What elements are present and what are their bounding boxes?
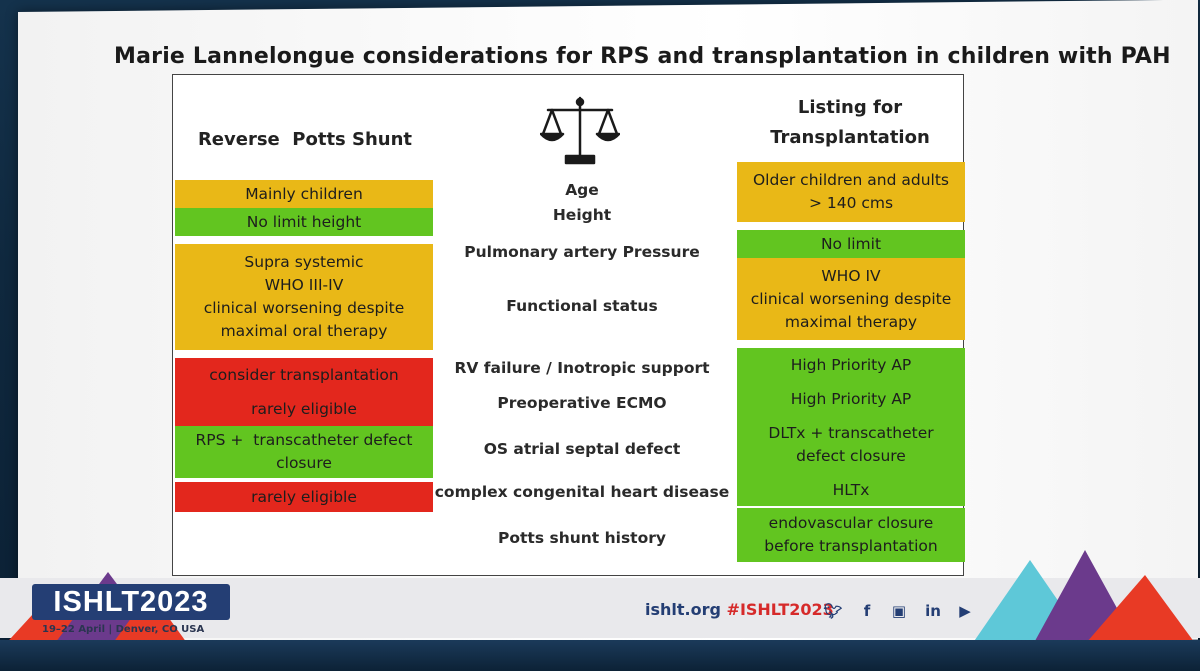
left-cell-text: RPS + transcatheter defect: [195, 431, 413, 449]
right-cell-who-iv: WHO IV clinical worsening despite maxima…: [737, 258, 965, 340]
left-cell-rarely-eligible-ecmo: rarely eligible: [175, 392, 433, 426]
left-cell-text: Mainly children: [245, 184, 363, 203]
youtube-icon[interactable]: ▶: [959, 602, 971, 620]
right-cell-text: > 140 cms: [808, 194, 894, 212]
footer-links: ishlt.org #ISHLT2023: [645, 600, 834, 619]
facebook-icon[interactable]: f: [863, 602, 871, 620]
linkedin-icon[interactable]: in: [925, 602, 941, 620]
balance-scale-icon: [540, 96, 620, 165]
criterion-pulmonary-artery-pressure: Pulmonary artery Pressure: [464, 243, 700, 261]
left-cell-text: maximal oral therapy: [220, 322, 388, 340]
right-cell-no-limit: No limit: [737, 230, 965, 258]
left-cell-text: clinical worsening despite: [203, 299, 405, 317]
instagram-icon[interactable]: ▣: [891, 602, 907, 620]
left-cell-text: WHO III-IV: [264, 276, 344, 294]
right-cell-text: clinical worsening despite: [750, 289, 952, 308]
slide-title: Marie Lannelongue considerations for RPS…: [114, 44, 1171, 69]
left-cell-rps-transcatheter: RPS + transcatheter defect closure: [175, 426, 433, 478]
criterion-potts-shunt-history: Potts shunt history: [498, 529, 666, 547]
right-cell-text: endovascular closure: [768, 514, 934, 532]
left-cell-mainly-children: Mainly children: [175, 180, 433, 208]
right-cell-dltx: DLTx + transcatheter defect closure: [737, 416, 965, 474]
left-cell-text: rarely eligible: [251, 399, 357, 418]
right-cell-text: DLTx + transcatheter: [768, 424, 934, 442]
hashtag[interactable]: #ISHLT2023: [726, 600, 834, 619]
site-link[interactable]: ishlt.org: [645, 600, 721, 619]
left-cell-text: closure: [276, 454, 332, 472]
right-cell-endovascular-closure: endovascular closure before transplantat…: [737, 508, 965, 562]
criterion-height: Height: [552, 206, 612, 224]
right-cell-text: defect closure: [796, 447, 906, 465]
header-listing-line1: Listing for: [797, 97, 903, 118]
left-cell-no-limit-height: No limit height: [175, 208, 433, 236]
conference-dates: 19–22 April | Denver, CO USA: [42, 624, 205, 635]
right-cell-text: Older children and adults: [752, 171, 949, 189]
left-cell-text: Supra systemic: [244, 253, 364, 271]
criterion-functional-status: Functional status: [506, 297, 658, 315]
right-cell-text: maximal therapy: [784, 312, 918, 331]
ishlt-logo: ISHLT2023: [32, 584, 230, 620]
right-cell-text: WHO IV: [821, 266, 881, 285]
right-cell-text: High Priority AP: [790, 389, 912, 408]
criterion-preoperative-ecmo: Preoperative ECMO: [497, 394, 667, 412]
twitter-icon[interactable]: 🐦︎: [823, 602, 843, 620]
right-cell-text: No limit: [820, 234, 882, 253]
left-cell-rarely-eligible-chd: rarely eligible: [175, 482, 433, 512]
right-cell-older-children: Older children and adults > 140 cms: [737, 162, 965, 222]
right-cell-hltx: HLTx: [737, 474, 965, 506]
right-cell-high-priority-1: High Priority AP: [737, 348, 965, 382]
left-cell-text: rarely eligible: [251, 487, 357, 506]
left-cell-text: No limit height: [246, 212, 362, 231]
bottom-strip: [0, 640, 1200, 671]
left-cell-supra-systemic: Supra systemic WHO III-IV clinical worse…: [175, 244, 433, 350]
criterion-os-atrial-septal-defect: OS atrial septal defect: [483, 440, 681, 458]
left-cell-consider-transplantation: consider transplantation: [175, 358, 433, 392]
header-reverse-potts-shunt: Reverse Potts Shunt: [197, 129, 413, 150]
criterion-rv-failure: RV failure / Inotropic support: [454, 359, 710, 377]
right-cell-text: HLTx: [832, 480, 870, 499]
criterion-age: Age: [565, 181, 599, 199]
right-cell-text: before transplantation: [764, 537, 938, 555]
left-cell-text: consider transplantation: [209, 365, 399, 384]
right-cell-text: High Priority AP: [790, 355, 912, 374]
criterion-complex-congenital-heart-disease: complex congenital heart disease: [434, 483, 730, 501]
right-cell-high-priority-2: High Priority AP: [737, 382, 965, 416]
header-listing-line2: Transplantation: [770, 127, 930, 148]
